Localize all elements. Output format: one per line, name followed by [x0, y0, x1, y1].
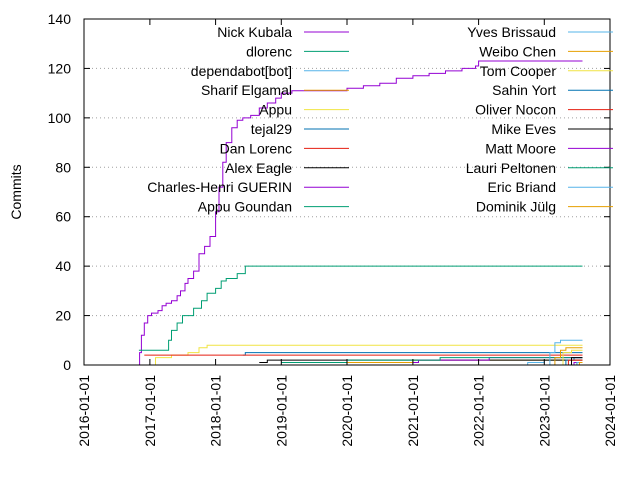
legend-label: Yves Brissaud	[467, 24, 556, 40]
y-tick-label: 100	[48, 110, 72, 126]
legend-label: Dominik Jülg	[476, 199, 556, 215]
series-line-0	[138, 60, 583, 366]
legend-label: Lauri Peltonen	[466, 160, 556, 176]
series-lines	[138, 60, 583, 366]
series-line-7	[259, 359, 583, 363]
x-tick-label: 2016-01-01	[76, 375, 92, 447]
legend-label: Dan Lorenc	[220, 140, 292, 156]
legend-label: dependabot[bot]	[191, 63, 292, 79]
legend-label: Mike Eves	[491, 121, 556, 137]
y-axis: 0 20 40 60 80 100 120 140	[48, 11, 610, 373]
y-tick-label: 20	[55, 308, 71, 324]
x-tick-label: 2018-01-01	[208, 375, 224, 447]
x-tick-label: 2021-01-01	[405, 375, 421, 447]
series-line-1	[138, 265, 583, 351]
legend-label: tejal29	[251, 121, 292, 137]
x-tick-label: 2017-01-01	[142, 375, 158, 447]
y-tick-label: 140	[48, 11, 72, 27]
legend: Nick Kubala dlorenc dependabot[bot] Sharif …	[147, 24, 613, 215]
y-tick-label: 120	[48, 60, 72, 76]
x-tick-label: 2020-01-01	[339, 375, 355, 447]
legend-label: Appu Goundan	[198, 199, 292, 215]
legend-label: Charles-Henri GUERIN	[147, 179, 292, 195]
x-tick-label: 2019-01-01	[273, 375, 289, 447]
legend-label: Nick Kubala	[217, 24, 292, 40]
y-tick-label: 80	[55, 159, 71, 175]
legend-label: Eric Briand	[488, 179, 556, 195]
y-tick-label: 60	[55, 209, 71, 225]
legend-label: dlorenc	[246, 43, 292, 59]
legend-label: Tom Cooper	[480, 63, 557, 79]
series-line-9	[281, 357, 583, 363]
legend-label: Oliver Nocon	[475, 102, 556, 118]
y-axis-label: Commits	[8, 164, 24, 219]
legend-label: Weibo Chen	[479, 43, 556, 59]
y-tick-label: 40	[55, 258, 71, 274]
series-line-4	[141, 344, 583, 366]
x-tick-label: 2023-01-01	[536, 375, 552, 447]
series-line-11	[549, 347, 583, 366]
x-tick-label: 2024-01-01	[602, 375, 618, 447]
legend-label: Sharif Elgamal	[201, 82, 292, 98]
x-axis: 2016-01-01 2017-01-01 2018-01-01 2019-01-01…	[76, 19, 618, 447]
legend-label: Appu	[259, 102, 292, 118]
x-tick-label: 2022-01-01	[471, 375, 487, 447]
legend-label: Alex Eagle	[225, 160, 292, 176]
series-line-10	[544, 339, 583, 366]
legend-label: Matt Moore	[485, 140, 556, 156]
legend-label: Sahin Yort	[492, 82, 556, 98]
y-tick-label: 0	[63, 357, 71, 373]
